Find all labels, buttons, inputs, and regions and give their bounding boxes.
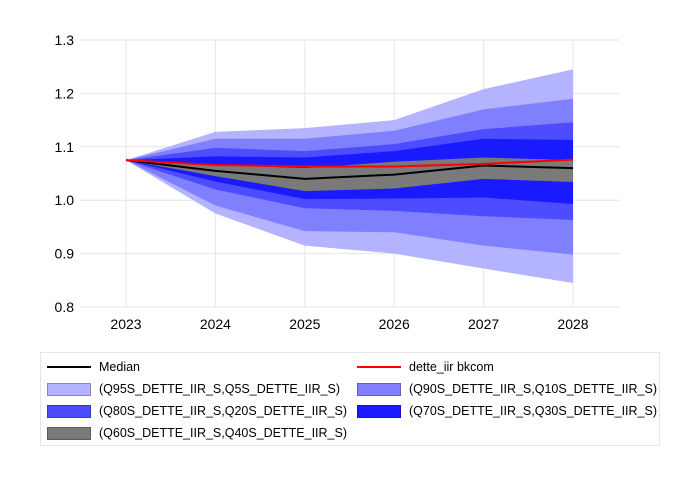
legend-q90-q10-swatch: [357, 382, 401, 396]
y-tick-label-1: 0.9: [55, 246, 75, 262]
fan-chart: 0.80.91.01.11.21.3 2023 2024 2025 2026 2027 2…: [55, 32, 620, 332]
x-tick-label-2: 2025: [289, 316, 320, 332]
legend-q60-q40-swatch: [47, 426, 91, 440]
x-tick-label-3: 2026: [379, 316, 410, 332]
legend-item-q70-q30: (Q70S_DETTE_IIR_S,Q30S_DETTE_IIR_S): [357, 402, 657, 420]
y-tick-label-3: 1.1: [55, 139, 75, 155]
median-line: [125, 159, 574, 180]
legend-q70-q30-swatch: [357, 404, 401, 418]
x-tick-label-1: 2024: [200, 316, 231, 332]
y-tick-label-2: 1.0: [55, 192, 75, 208]
legend-bkcom-line: [357, 366, 401, 368]
legend-median-label: Median: [99, 360, 140, 374]
legend-median-line: [47, 366, 91, 368]
legend-item-q60-q40: (Q60S_DETTE_IIR_S,Q40S_DETTE_IIR_S): [47, 424, 347, 442]
legend-item-q80-q20: (Q80S_DETTE_IIR_S,Q20S_DETTE_IIR_S): [47, 402, 347, 420]
dette-iir-bkcom-line: [125, 158, 574, 168]
x-tick-label-0: 2023: [110, 316, 141, 332]
y-tick-label-4: 1.2: [55, 85, 75, 101]
legend-q70-q30-label: (Q70S_DETTE_IIR_S,Q30S_DETTE_IIR_S): [409, 404, 658, 418]
legend: Median dette_iir bkcom (Q95S_DETTE_IIR_S…: [40, 352, 660, 446]
y-tick-label-5: 1.3: [55, 32, 75, 48]
legend-q95-q5-swatch: [47, 382, 91, 396]
x-axis-ticks: 2023 2024 2025 2026 2027 2028: [110, 316, 588, 332]
legend-item-dette-iir-bkcom: dette_iir bkcom: [357, 358, 494, 376]
legend-bkcom-label: dette_iir bkcom: [409, 360, 494, 374]
legend-item-q95-q5: (Q95S_DETTE_IIR_S,Q5S_DETTE_IIR_S): [47, 380, 340, 398]
legend-q80-q20-label: (Q80S_DETTE_IIR_S,Q20S_DETTE_IIR_S): [99, 404, 348, 418]
x-tick-label-5: 2028: [557, 316, 588, 332]
legend-q80-q20-swatch: [47, 404, 91, 418]
y-axis-ticks: 0.8 0.9 1.0 1.1 1.2 1.3: [55, 32, 75, 315]
legend-item-q90-q10: (Q90S_DETTE_IIR_S,Q10S_DETTE_IIR_S): [357, 380, 657, 398]
legend-q90-q10-label: (Q90S_DETTE_IIR_S,Q10S_DETTE_IIR_S): [409, 382, 658, 396]
legend-item-median: Median: [47, 358, 140, 376]
y-tick-label-0: 0.8: [55, 299, 75, 315]
legend-q60-q40-label: (Q60S_DETTE_IIR_S,Q40S_DETTE_IIR_S): [99, 426, 348, 440]
x-tick-label-4: 2027: [468, 316, 499, 332]
legend-q95-q5-label: (Q95S_DETTE_IIR_S,Q5S_DETTE_IIR_S): [99, 382, 341, 396]
series-lines: [125, 158, 574, 180]
